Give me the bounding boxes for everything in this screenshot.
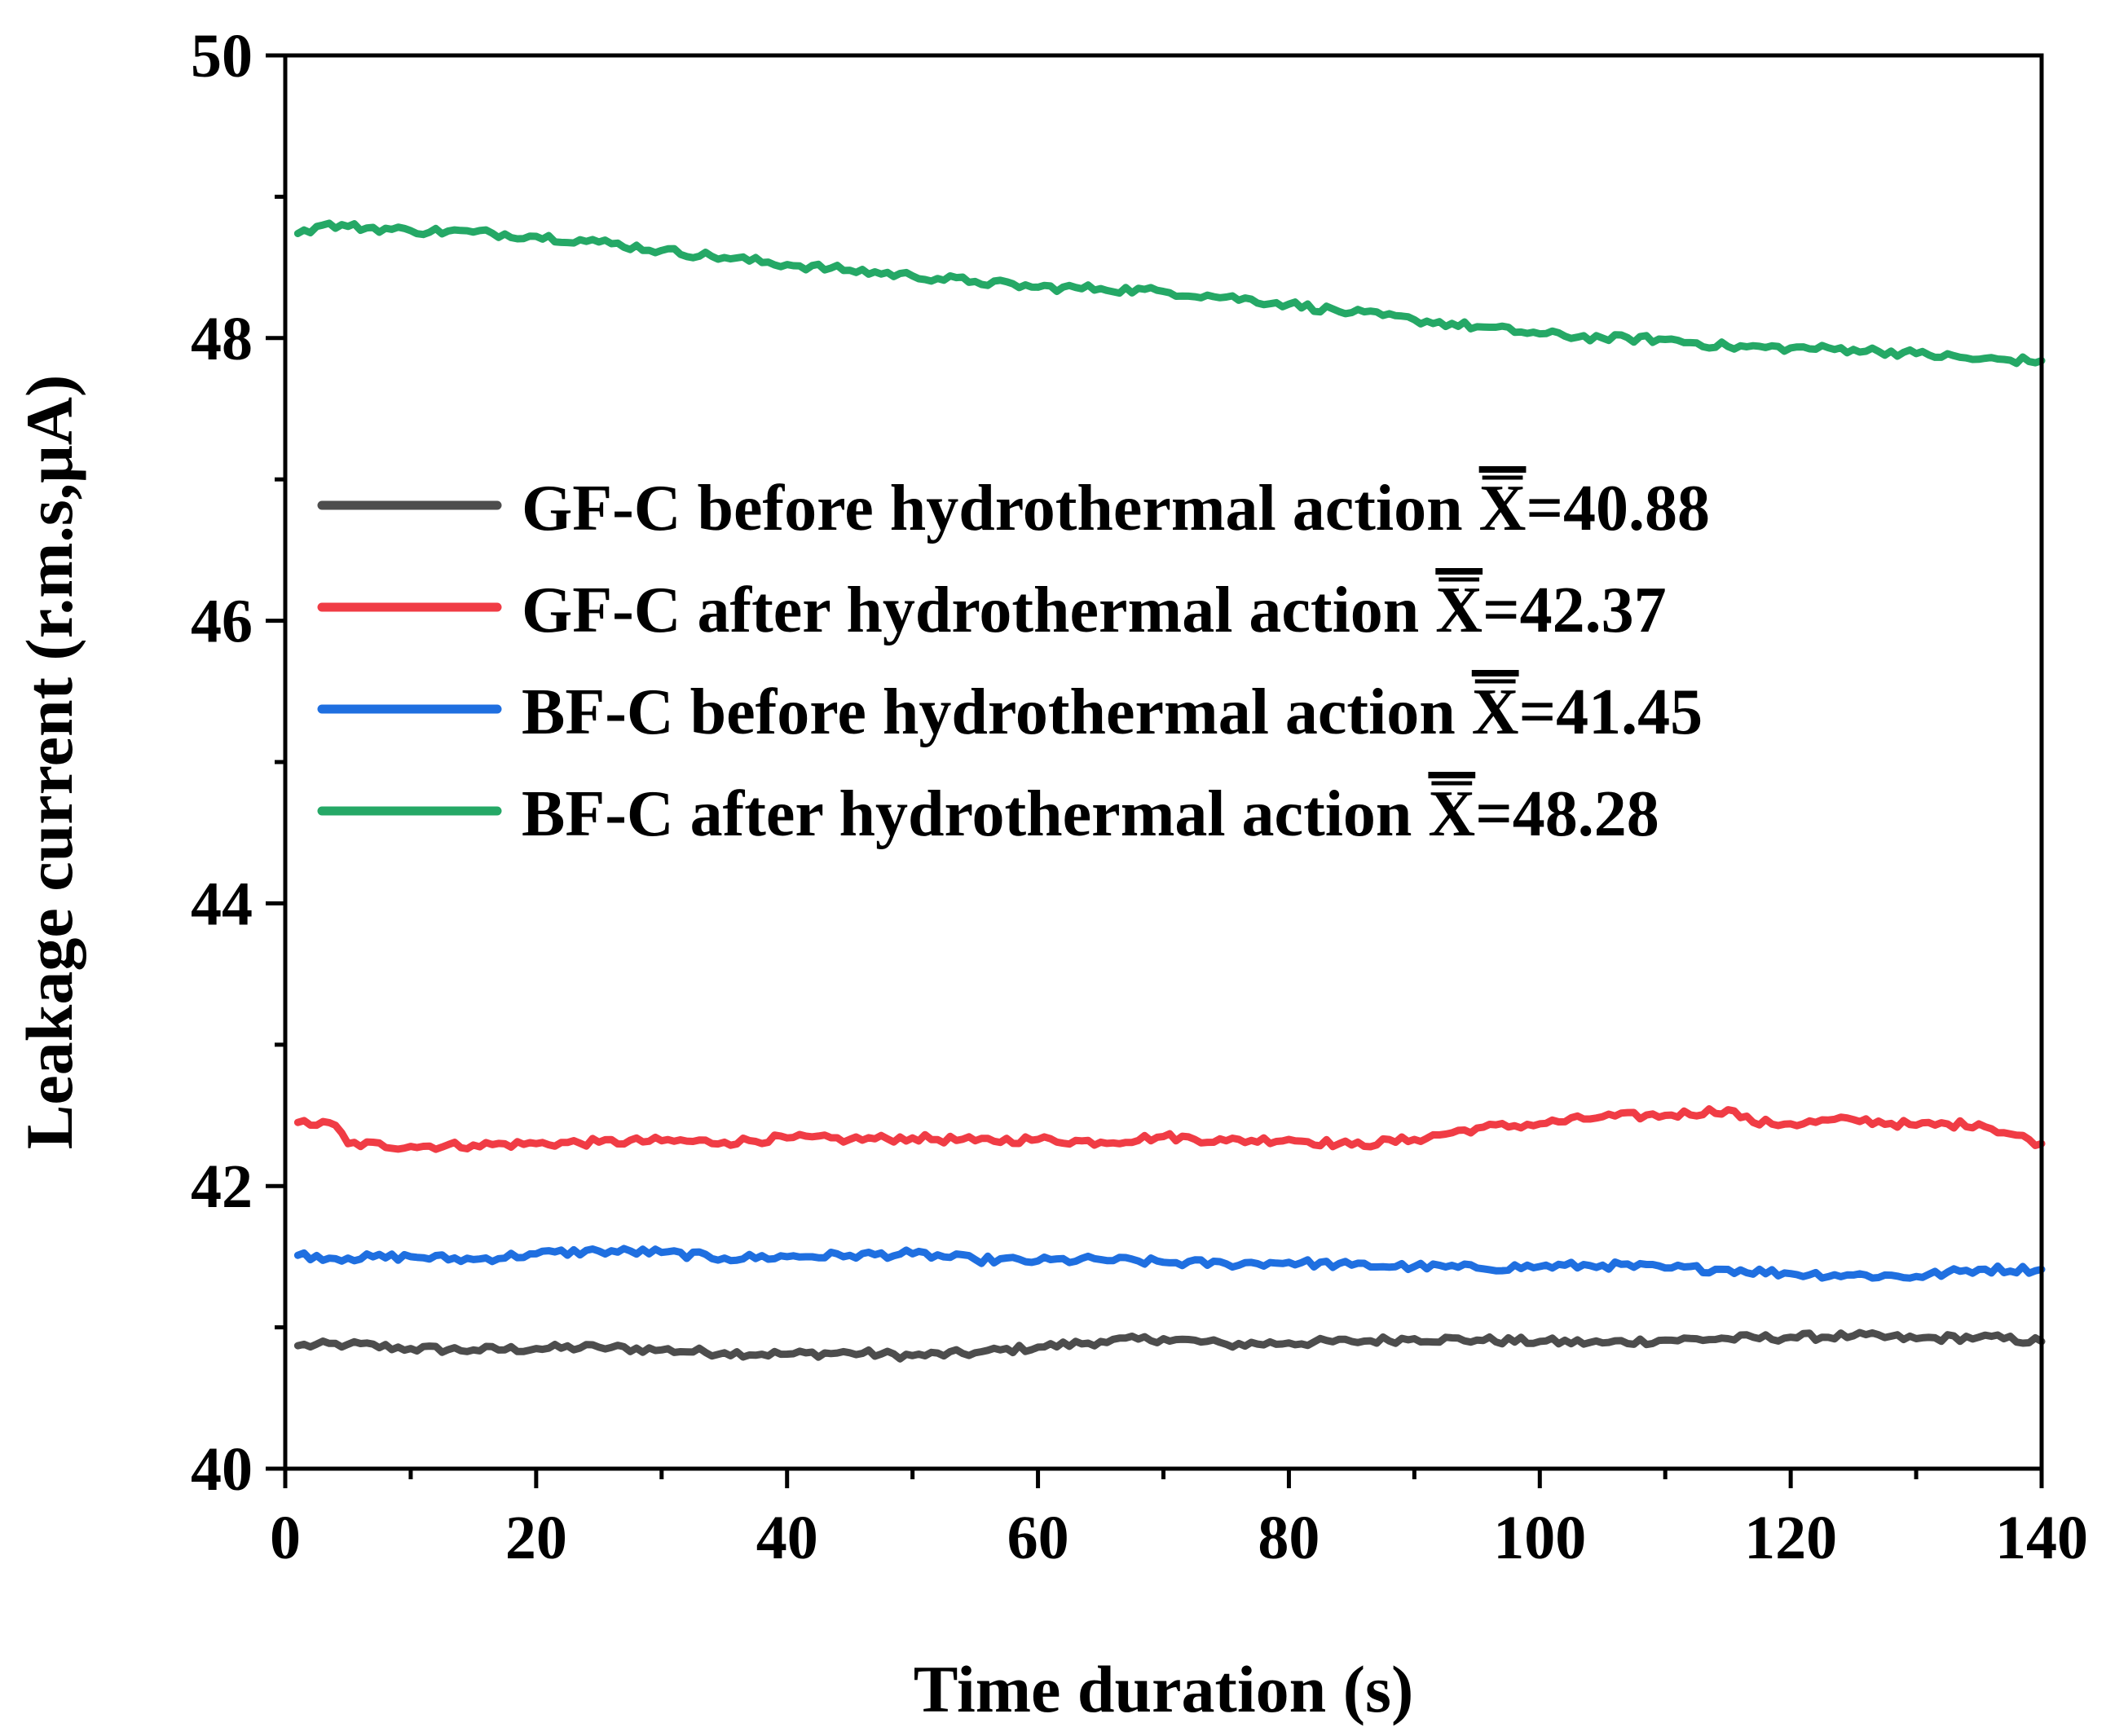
y-tick-label: 40 xyxy=(191,1435,253,1504)
y-tick-label: 50 xyxy=(191,22,253,90)
y-tick-label: 46 xyxy=(191,588,253,656)
ticks-group xyxy=(266,53,2044,1488)
legend-label: GF-C before hydrothermal action X=40.88 xyxy=(522,473,1710,544)
legend-series-name: GF-C after hydrothermal action xyxy=(522,575,1435,646)
legend-mean-symbol: X xyxy=(1479,473,1527,544)
legend-item: GF-C before hydrothermal action X=40.88 xyxy=(317,473,1710,544)
x-tick-label: 140 xyxy=(1995,1504,2088,1572)
legend-series-name: BF-C before hydrothermal action xyxy=(522,676,1472,748)
tick-labels-group: 0 20 40 60 80 100 120 140 40 42 44 46 48 50 xyxy=(191,22,2088,1572)
x-tick-label: 40 xyxy=(756,1504,818,1572)
y-tick-label: 42 xyxy=(191,1152,253,1221)
legend-mean-value: =40.88 xyxy=(1526,473,1710,544)
x-tick-label: 80 xyxy=(1258,1504,1320,1572)
x-axis-title: Time duration (s) xyxy=(914,1652,1414,1726)
x-tick-label: 60 xyxy=(1007,1504,1069,1572)
series-line-3 xyxy=(293,1245,2046,1282)
series-line-2 xyxy=(293,1105,2046,1153)
plot-lines-group xyxy=(293,219,2046,1363)
y-axis-title: Leakage current (r.m.s,μA) xyxy=(12,375,86,1150)
legend-label: GF-C after hydrothermal action X=42.37 xyxy=(522,575,1667,646)
legend: GF-C before hydrothermal action X=40.88G… xyxy=(317,473,1710,850)
x-tick-label: 100 xyxy=(1493,1504,1586,1572)
legend-mean-symbol: X xyxy=(1472,676,1519,748)
legend-mean-symbol: X xyxy=(1435,575,1483,646)
y-tick-label: 48 xyxy=(191,305,253,373)
legend-mean-value: =41.45 xyxy=(1519,676,1703,748)
legend-mean-value: =42.37 xyxy=(1483,575,1667,646)
legend-label: BF-C before hydrothermal action X=41.45 xyxy=(522,676,1703,748)
x-tick-label: 0 xyxy=(270,1504,301,1572)
series-line-4 xyxy=(293,219,2046,368)
x-tick-label: 20 xyxy=(505,1504,567,1572)
legend-item: GF-C after hydrothermal action X=42.37 xyxy=(317,575,1667,646)
legend-series-name: BF-C after hydrothermal action xyxy=(522,778,1428,850)
series-line-1 xyxy=(293,1328,2046,1363)
x-tick-label: 120 xyxy=(1744,1504,1837,1572)
legend-label: BF-C after hydrothermal action X=48.28 xyxy=(522,778,1659,850)
y-tick-label: 44 xyxy=(191,870,253,938)
legend-mean-symbol: X xyxy=(1428,778,1475,850)
legend-mean-value: =48.28 xyxy=(1475,778,1659,850)
legend-item: BF-C after hydrothermal action X=48.28 xyxy=(317,778,1659,850)
legend-item: BF-C before hydrothermal action X=41.45 xyxy=(317,676,1703,748)
legend-series-name: GF-C before hydrothermal action xyxy=(522,473,1479,544)
